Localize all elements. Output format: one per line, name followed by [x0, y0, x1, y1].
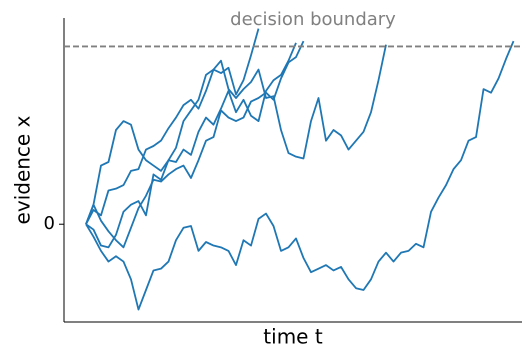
walk-line: [85, 40, 515, 311]
walk-line: [85, 28, 260, 225]
walk-line: [85, 44, 387, 225]
annotation: decision boundary: [230, 9, 396, 30]
walk-line: [85, 42, 297, 249]
x-axis-label: time t: [263, 325, 323, 349]
y-axis-label: evidence x: [11, 115, 35, 224]
walk-line: [85, 40, 305, 249]
y-tick-label: 0: [44, 213, 55, 234]
